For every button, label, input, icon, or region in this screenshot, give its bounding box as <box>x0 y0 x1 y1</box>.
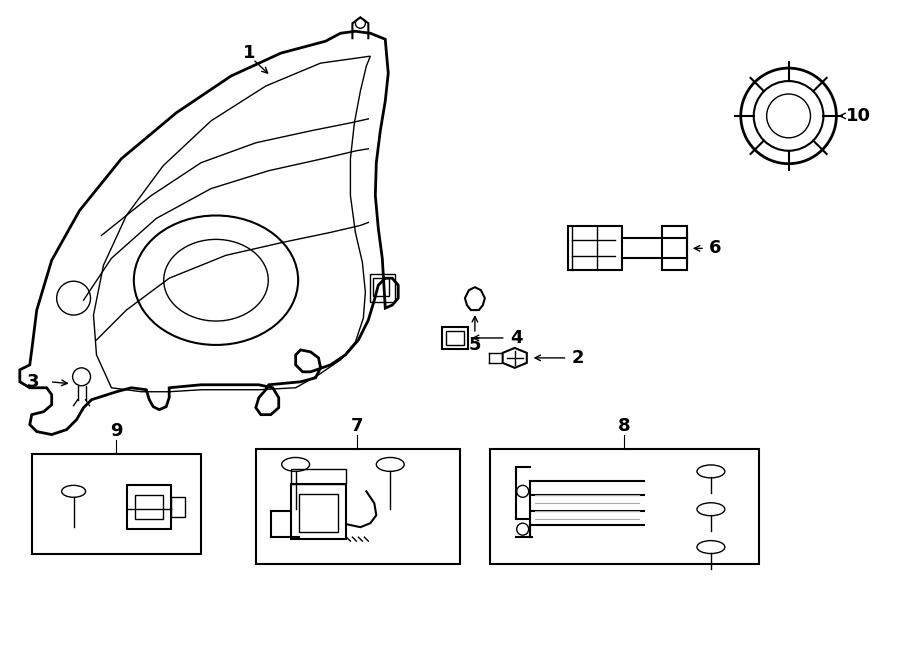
Bar <box>446 331 464 345</box>
Bar <box>374 278 390 296</box>
Bar <box>291 485 346 539</box>
Bar <box>291 469 346 485</box>
Text: 9: 9 <box>110 422 122 440</box>
Text: 7: 7 <box>351 416 364 434</box>
Bar <box>128 485 171 529</box>
Text: 8: 8 <box>618 416 631 434</box>
Text: 2: 2 <box>572 349 584 367</box>
Bar <box>490 449 759 564</box>
Bar <box>256 449 460 564</box>
Text: 4: 4 <box>509 329 522 347</box>
Bar <box>568 227 622 270</box>
Text: 1: 1 <box>243 44 255 62</box>
Text: 3: 3 <box>27 373 40 391</box>
Bar <box>442 327 468 349</box>
Text: 10: 10 <box>846 107 871 125</box>
Bar <box>32 455 201 554</box>
Text: 5: 5 <box>469 336 482 354</box>
Bar <box>171 497 185 517</box>
Bar <box>662 227 687 270</box>
Bar <box>370 274 395 302</box>
Bar <box>135 495 163 519</box>
Bar <box>299 494 338 532</box>
Text: 6: 6 <box>709 239 722 257</box>
